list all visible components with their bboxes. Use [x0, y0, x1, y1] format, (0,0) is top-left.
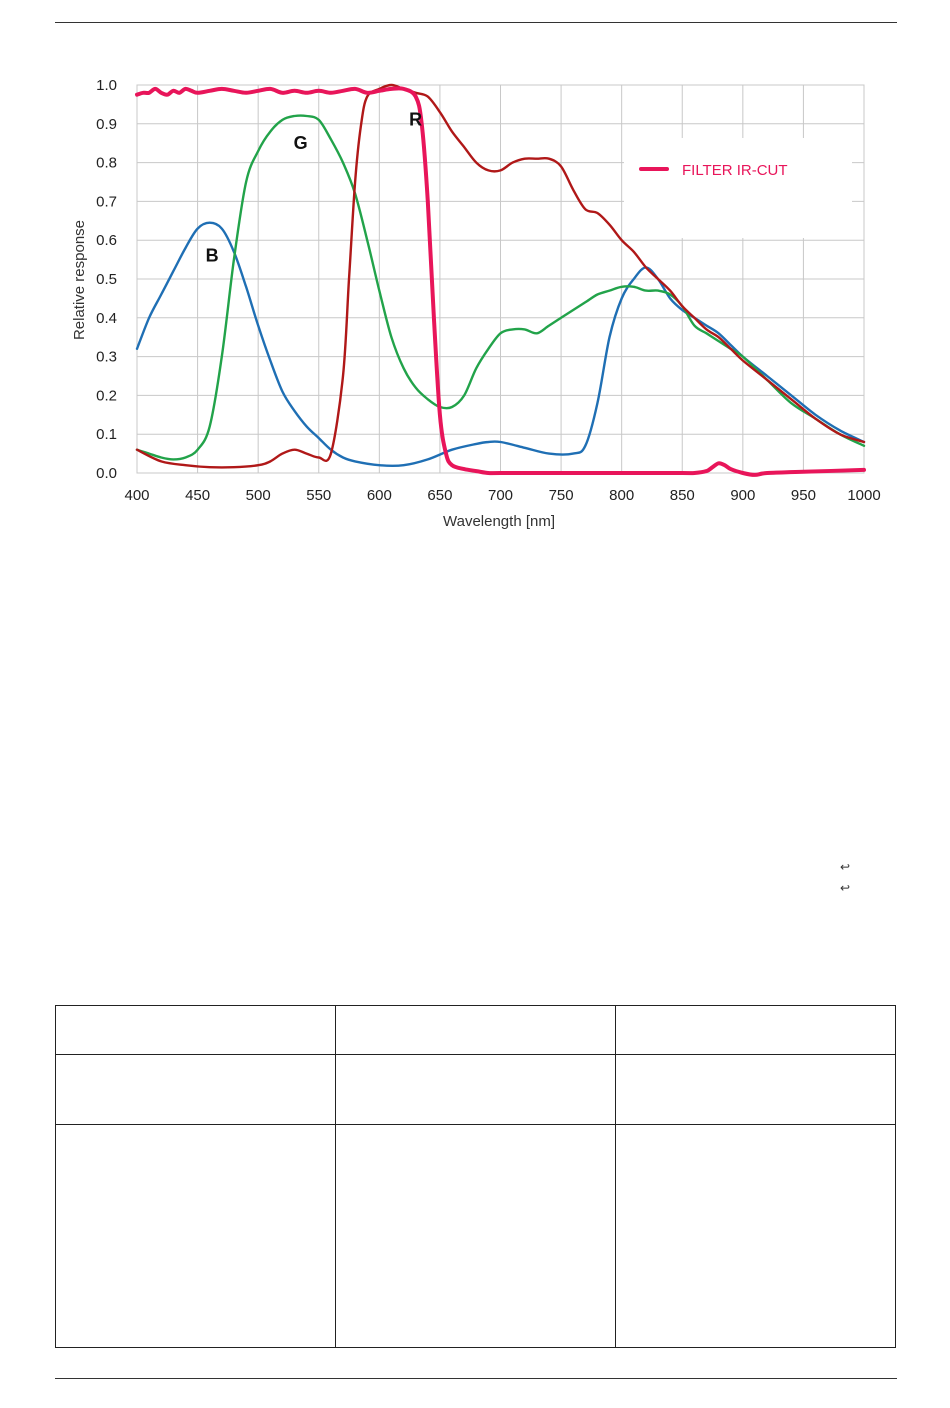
x-tick-label-6: 700: [488, 487, 513, 504]
top-rule: [55, 22, 897, 23]
legend-entry: FILTER IR-CUT: [682, 162, 788, 179]
y-tick-label-1: 0.1: [96, 426, 117, 443]
y-tick-labels: 0.0 0.1 0.2 0.3 0.4 0.5 0.6 0.7 0.8 0.9 1.0: [96, 77, 117, 482]
table-row: [55, 1054, 896, 1125]
y-axis-label: Relative response: [71, 220, 88, 340]
return-arrow-2: ↩: [840, 881, 851, 895]
bottom-rule: [55, 1378, 897, 1379]
y-tick-label-0: 0.0: [96, 465, 117, 482]
chart-legend: FILTER IR-CUT: [624, 138, 852, 238]
x-tick-label-5: 650: [427, 487, 452, 504]
x-tick-label-12: 1000: [847, 487, 880, 504]
x-tick-label-4: 600: [367, 487, 392, 504]
series-label-b: B: [206, 246, 219, 266]
x-tick-label-7: 750: [549, 487, 574, 504]
x-tick-label-9: 850: [670, 487, 695, 504]
table-row: [55, 1124, 896, 1348]
y-tick-label-5: 0.5: [96, 271, 117, 288]
x-tick-label-11: 950: [791, 487, 816, 504]
y-tick-label-7: 0.7: [96, 193, 117, 210]
table-cell: [615, 1005, 896, 1055]
series-annotations: B G R: [206, 110, 423, 266]
series-ir-cut-line: [135, 86, 866, 477]
table-cell: [615, 1054, 896, 1125]
x-tick-label-10: 900: [730, 487, 755, 504]
y-tick-label-2: 0.2: [96, 387, 117, 404]
x-tick-label-3: 550: [306, 487, 331, 504]
table-cell: [55, 1124, 336, 1348]
spec-table: [55, 1005, 896, 1348]
table-cell: [615, 1124, 896, 1348]
y-tick-label-8: 0.8: [96, 155, 117, 172]
y-tick-label-3: 0.3: [96, 349, 117, 366]
x-tick-label-1: 450: [185, 487, 210, 504]
table-cell: [335, 1124, 616, 1348]
table-cell: [335, 1054, 616, 1125]
series-r-line: [135, 83, 866, 469]
y-tick-label-10: 1.0: [96, 77, 117, 94]
x-tick-label-0: 400: [124, 487, 149, 504]
x-tick-label-2: 500: [246, 487, 271, 504]
y-tick-label-9: 0.9: [96, 116, 117, 133]
x-tick-label-8: 800: [609, 487, 634, 504]
y-tick-label-4: 0.4: [96, 310, 117, 327]
legend-box: [624, 138, 852, 238]
chart-series: [135, 83, 866, 477]
table-cell: [55, 1054, 336, 1125]
table-cell: [55, 1005, 336, 1055]
series-label-g: G: [294, 133, 308, 153]
series-label-r: R: [409, 110, 422, 130]
x-axis-label: Wavelength [nm]: [443, 513, 555, 530]
series-b-line: [135, 221, 866, 468]
spectral-response-chart: 0.0 0.1 0.2 0.3 0.4 0.5 0.6 0.7 0.8 0.9 1.0 400 450…: [71, 77, 881, 530]
return-arrow-1: ↩: [840, 860, 851, 874]
y-tick-label-6: 0.6: [96, 232, 117, 249]
x-tick-labels: 400 450 500 550 600 650 700 750 800 850 900 950 1000: [124, 487, 880, 504]
series-g-line: [135, 114, 866, 461]
table-cell: [335, 1005, 616, 1055]
table-row: [55, 1005, 896, 1055]
